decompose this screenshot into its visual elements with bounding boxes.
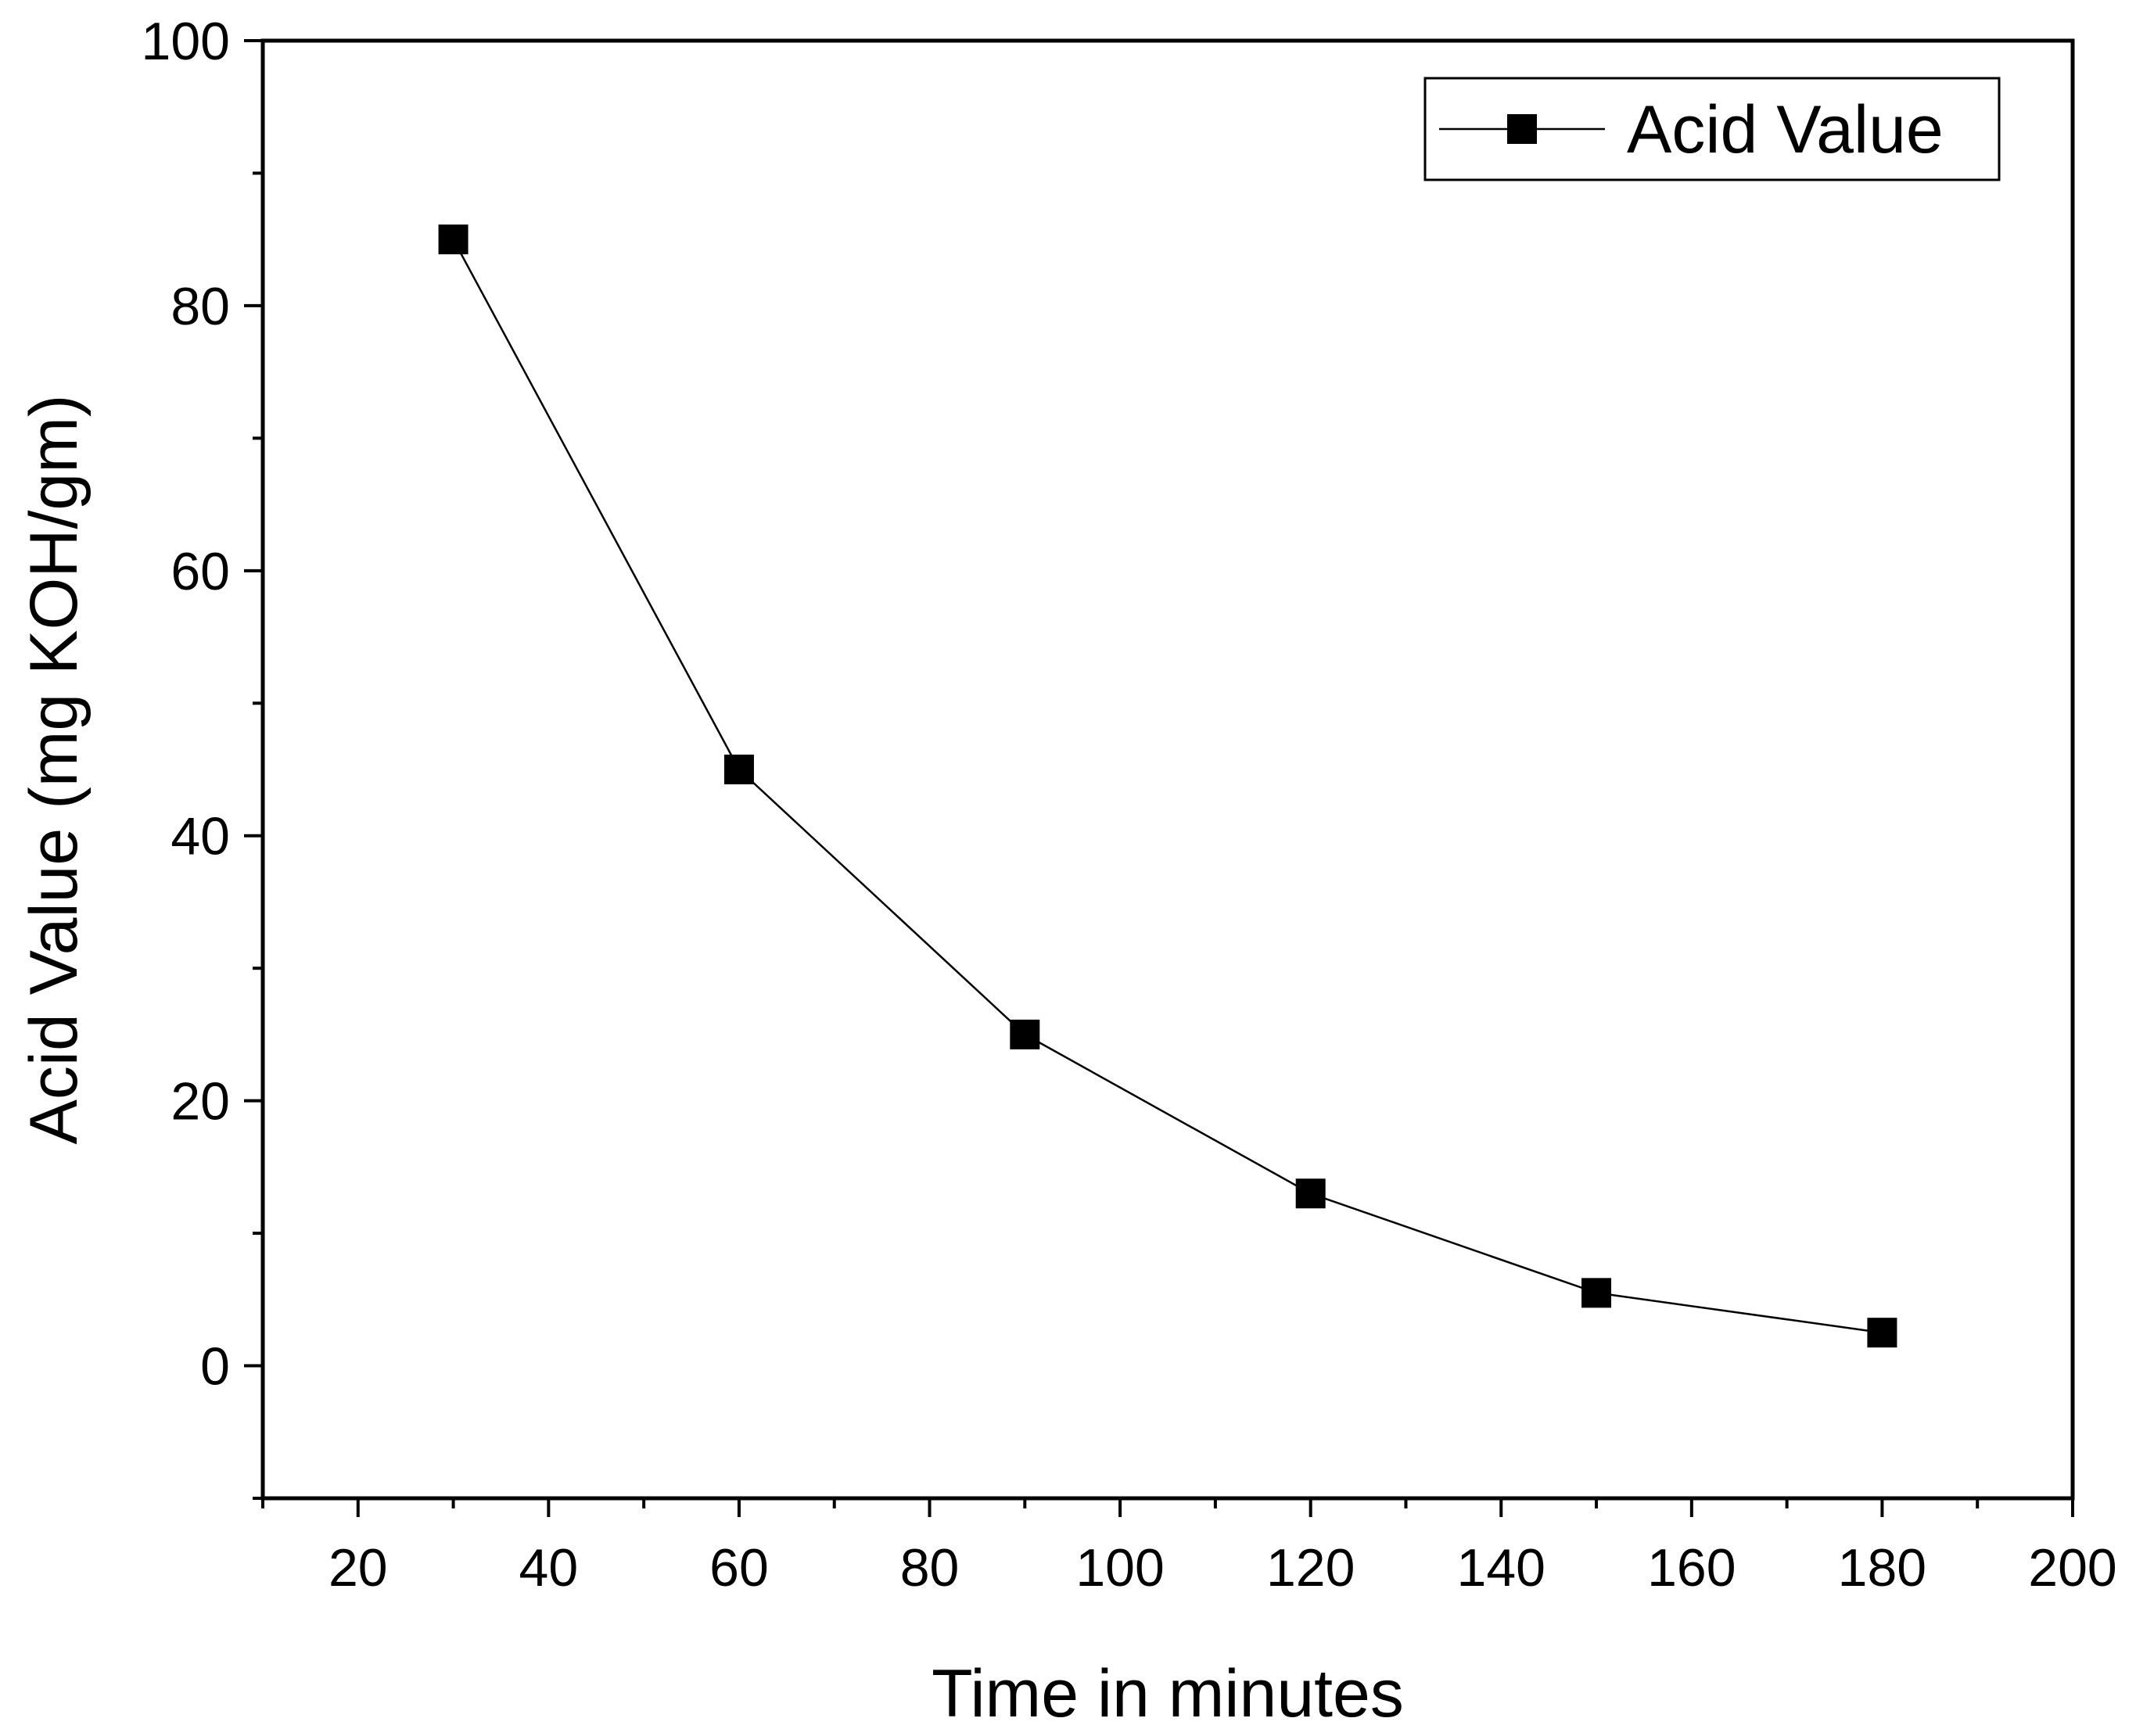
data-point-marker — [1010, 1019, 1040, 1049]
x-tick-label: 180 — [1838, 1538, 1926, 1598]
y-tick-label: 60 — [171, 542, 230, 601]
x-tick-label: 80 — [900, 1538, 960, 1598]
legend-label: Acid Value — [1627, 92, 1944, 167]
data-point-marker — [1295, 1178, 1326, 1209]
y-tick-label: 20 — [171, 1072, 230, 1132]
legend: Acid Value — [1423, 77, 2001, 181]
x-tick-label: 200 — [2028, 1538, 2116, 1598]
x-tick-label: 100 — [1075, 1538, 1164, 1598]
x-tick-label: 160 — [1647, 1538, 1736, 1598]
data-point-marker — [723, 755, 754, 784]
y-tick-label: 0 — [200, 1337, 230, 1397]
data-point-marker — [1581, 1278, 1612, 1308]
y-tick-label: 100 — [142, 12, 230, 71]
data-point-marker — [438, 224, 468, 255]
y-tick-label: 80 — [171, 277, 230, 336]
plot-frame — [260, 38, 2075, 1501]
x-tick-label: 20 — [328, 1538, 388, 1598]
y-tick-labels: 0 20 40 60 80 100 — [142, 12, 230, 1397]
series-markers — [438, 224, 1897, 1348]
x-tick-label: 60 — [709, 1538, 769, 1598]
x-tick-labels: 20 40 60 80 100 120 140 160 180 200 — [328, 1538, 2117, 1598]
x-tick-label: 40 — [519, 1538, 579, 1598]
x-axis-title: Time in minutes — [932, 1656, 1404, 1731]
y-axis-title: Acid Value (mg KOH/gm) — [16, 394, 92, 1144]
x-tick-label: 120 — [1266, 1538, 1355, 1598]
data-point-marker — [1867, 1318, 1897, 1348]
series-line — [452, 239, 1883, 1334]
legend-marker-square — [1507, 114, 1537, 144]
x-tick-label: 140 — [1457, 1538, 1545, 1598]
major-ticks — [244, 39, 2074, 1517]
y-tick-label: 40 — [171, 807, 230, 866]
series-lines — [452, 239, 1883, 1334]
